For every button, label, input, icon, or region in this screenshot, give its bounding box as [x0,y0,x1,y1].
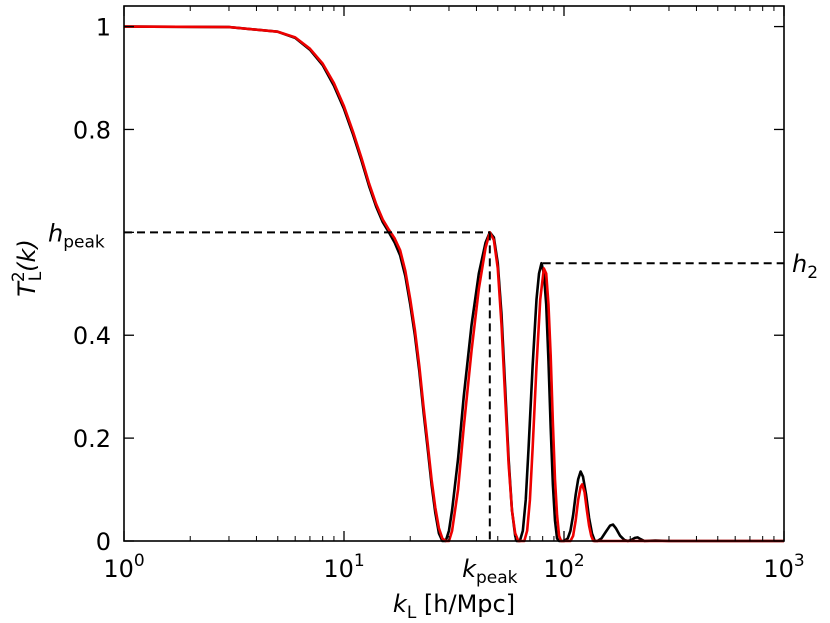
axis-ticks [123,6,785,542]
x-axis-label-subscript: L [407,603,417,623]
x-tick-label: 103 [763,551,804,583]
y-axis-label-argument: (k) [13,239,41,272]
x-tick-base: 10 [323,555,354,583]
h-peak-symbol: h [48,219,63,247]
x-tick-base: 10 [763,555,794,583]
y-axis-label-symbol: T [13,280,41,297]
x-axis-label-symbol: k [393,590,408,618]
x-tick-label: 102 [543,551,584,583]
k-peak-symbol: k [462,555,477,583]
y-tick-label: 1 [96,14,111,42]
series-line-2 [123,25,784,543]
h-peak-subscript: peak [63,232,105,252]
series-line-1 [123,25,784,543]
x-tick-label: 100 [103,551,144,583]
x-tick-exponent: 2 [574,551,585,571]
x-tick-exponent: 3 [794,551,805,571]
h2-symbol: h [792,250,807,278]
x-tick-base: 10 [543,555,574,583]
series-lines [123,25,784,543]
x-tick-label: 101 [323,551,364,583]
y-tick-label: 0.4 [73,322,111,350]
y-tick-label: 0.2 [73,425,111,453]
x-tick-base: 10 [103,555,134,583]
h-peak-label: hpeak [48,219,105,252]
h2-label: h2 [792,250,818,283]
y-tick-label: 0 [96,528,111,556]
x-axis-label: kL [h/Mpc] [393,590,515,623]
k-peak-label: kpeak [462,555,518,588]
plot-frame [123,5,785,542]
y-axis-label-subscript: L [26,271,46,281]
h2-subscript: 2 [807,263,818,283]
y-axis-label: T2L(k) [9,239,46,297]
k-peak-subscript: peak [476,568,518,588]
x-tick-exponent: 1 [354,551,365,571]
y-tick-label: 0.8 [73,116,111,144]
y-axis-label-superscript: 2 [9,271,29,282]
x-axis-label-units: [h/Mpc] [416,590,515,618]
reference-lines [124,231,784,541]
x-tick-exponent: 0 [134,551,145,571]
